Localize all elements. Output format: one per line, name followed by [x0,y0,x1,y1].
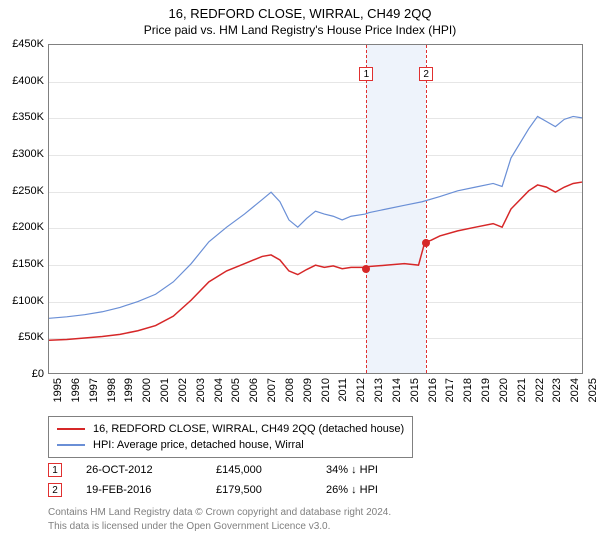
y-tick-label: £0 [32,368,44,380]
x-tick-label: 2013 [373,378,385,402]
x-tick-label: 2001 [159,378,171,402]
y-tick-label: £400K [12,75,44,87]
x-tick-label: 1996 [70,378,82,402]
plot-area: 12 [48,44,583,374]
x-tick-label: 2022 [534,378,546,402]
line-series [49,45,582,373]
chart-title: 16, REDFORD CLOSE, WIRRAL, CH49 2QQ [0,0,600,21]
x-tick-label: 1999 [123,378,135,402]
footer-attribution: Contains HM Land Registry data © Crown c… [48,506,391,533]
legend-label: 16, REDFORD CLOSE, WIRRAL, CH49 2QQ (det… [93,423,404,435]
y-tick-label: £200K [12,221,44,233]
x-tick-label: 2021 [516,378,528,402]
x-tick-label: 2023 [551,378,563,402]
event-pct-vs-hpi: 34% ↓ HPI [326,464,456,476]
events-row: 1 26-OCT-2012 £145,000 34% ↓ HPI [48,460,456,480]
event-pct-vs-hpi: 26% ↓ HPI [326,484,456,496]
event-price: £179,500 [216,484,326,496]
x-tick-label: 2015 [409,378,421,402]
legend: 16, REDFORD CLOSE, WIRRAL, CH49 2QQ (det… [48,416,413,458]
x-tick-label: 1997 [88,378,100,402]
y-tick-label: £350K [12,111,44,123]
x-tick-label: 1995 [52,378,64,402]
events-table: 1 26-OCT-2012 £145,000 34% ↓ HPI 2 19-FE… [48,460,456,500]
legend-swatch [57,444,85,446]
x-tick-label: 2005 [230,378,242,402]
x-tick-label: 2002 [177,378,189,402]
event-price: £145,000 [216,464,326,476]
event-marker-icon: 1 [48,463,62,477]
events-row: 2 19-FEB-2016 £179,500 26% ↓ HPI [48,480,456,500]
event-date: 26-OCT-2012 [86,464,216,476]
x-tick-label: 2010 [320,378,332,402]
x-tick-label: 2020 [498,378,510,402]
legend-swatch [57,428,85,430]
x-tick-label: 2006 [248,378,260,402]
x-tick-label: 2025 [587,378,599,402]
y-tick-label: £50K [18,331,44,343]
x-tick-label: 2018 [462,378,474,402]
x-tick-label: 1998 [106,378,118,402]
x-tick-label: 2014 [391,378,403,402]
event-date: 19-FEB-2016 [86,484,216,496]
x-tick-label: 2008 [284,378,296,402]
chart-subtitle: Price paid vs. HM Land Registry's House … [0,21,600,41]
y-tick-label: £450K [12,38,44,50]
x-tick-label: 2024 [569,378,581,402]
legend-label: HPI: Average price, detached house, Wirr… [93,439,304,451]
chart-container: 16, REDFORD CLOSE, WIRRAL, CH49 2QQ Pric… [0,0,600,560]
x-tick-label: 2011 [337,378,349,402]
x-tick-label: 2012 [355,378,367,402]
footer-line: Contains HM Land Registry data © Crown c… [48,506,391,520]
x-tick-label: 2000 [141,378,153,402]
y-tick-label: £300K [12,148,44,160]
x-tick-label: 2003 [195,378,207,402]
sale-point [362,265,370,273]
x-tick-label: 2019 [480,378,492,402]
legend-row: 16, REDFORD CLOSE, WIRRAL, CH49 2QQ (det… [57,421,404,437]
y-tick-label: £100K [12,295,44,307]
sale-point [422,239,430,247]
x-tick-label: 2007 [266,378,278,402]
event-marker-icon: 2 [48,483,62,497]
x-tick-label: 2004 [213,378,225,402]
x-tick-label: 2016 [427,378,439,402]
y-tick-label: £150K [12,258,44,270]
event-marker-box: 1 [359,67,373,81]
y-tick-label: £250K [12,185,44,197]
legend-row: HPI: Average price, detached house, Wirr… [57,437,404,453]
event-marker-box: 2 [419,67,433,81]
footer-line: This data is licensed under the Open Gov… [48,520,391,534]
series-hpi [49,116,582,318]
x-tick-label: 2009 [302,378,314,402]
x-tick-label: 2017 [444,378,456,402]
series-price_paid [49,182,582,340]
